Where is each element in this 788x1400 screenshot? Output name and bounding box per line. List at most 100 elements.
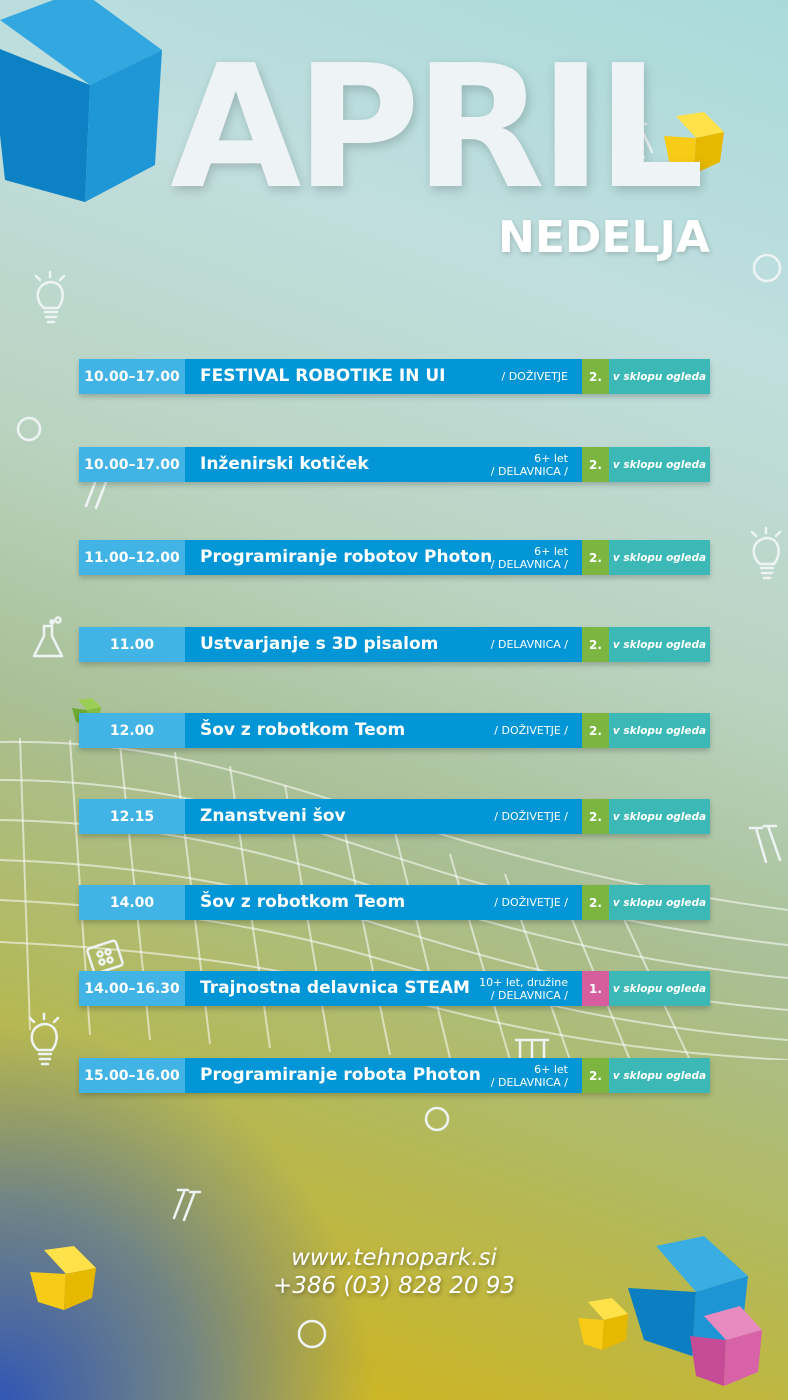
event-title: Trajnostna delavnica STEAM <box>200 978 470 998</box>
event-meta: / DOŽIVETJE / <box>494 885 568 920</box>
floor-badge: 2. <box>582 540 609 575</box>
event-title-cell: Šov z robotkom Teom / DOŽIVETJE / <box>185 885 582 920</box>
floor-badge: 2. <box>582 713 609 748</box>
event-meta: 6+ let / DELAVNICA / <box>491 1058 568 1093</box>
cube-icon <box>664 112 724 174</box>
event-title-cell: Inženirski kotiček 6+ let / DELAVNICA / <box>185 447 582 482</box>
event-note: v sklopu ogleda <box>609 540 710 575</box>
month-title: APRIL <box>170 29 705 227</box>
event-title-cell: Znanstveni šov / DOŽIVETJE / <box>185 799 582 834</box>
event-time: 12.00 <box>79 713 185 748</box>
floor-badge: 2. <box>582 1058 609 1093</box>
lightbulb-icon <box>28 1012 60 1066</box>
day-subtitle: NEDELJA <box>498 212 710 263</box>
event-time: 14.00 <box>79 885 185 920</box>
event-note: v sklopu ogleda <box>609 627 710 662</box>
test-tubes-icon <box>748 824 782 864</box>
event-category: / DOŽIVETJE / <box>494 724 568 737</box>
event-title: Inženirski kotiček <box>200 454 369 474</box>
floor-badge: 2. <box>582 799 609 834</box>
event-note: v sklopu ogleda <box>609 971 710 1006</box>
test-tubes-icon <box>84 476 114 510</box>
test-tubes-icon <box>514 1038 550 1060</box>
schedule-row: 12.00 Šov z robotkom Teom / DOŽIVETJE / 2. v… <box>79 713 710 748</box>
test-tubes-icon <box>626 122 654 160</box>
event-title-cell: Šov z robotkom Teom / DOŽIVETJE / <box>185 713 582 748</box>
flask-icon <box>32 616 64 658</box>
schedule-row: 14.00–16.30 Trajnostna delavnica STEAM 10+… <box>79 971 710 1006</box>
event-note: v sklopu ogleda <box>609 885 710 920</box>
event-category: / DOŽIVETJE / <box>494 896 568 909</box>
test-tubes-icon <box>172 1188 202 1222</box>
event-meta: 10+ let, družine / DELAVNICA / <box>479 971 568 1006</box>
schedule-row: 10.00–17.00 Inženirski kotiček 6+ let / DEL… <box>79 447 710 482</box>
flask-icon <box>86 939 124 975</box>
event-category: / DOŽIVETJE <box>501 370 569 383</box>
event-time: 11.00 <box>79 627 185 662</box>
event-note: v sklopu ogleda <box>609 1058 710 1093</box>
phone-number[interactable]: +386 (03) 828 20 93 <box>272 1273 516 1299</box>
floor-badge: 2. <box>582 447 609 482</box>
schedule-row: 11.00 Ustvarjanje s 3D pisalom / DELAVNICA… <box>79 627 710 662</box>
event-title-cell: Ustvarjanje s 3D pisalom / DELAVNICA / <box>185 627 582 662</box>
event-meta: / DELAVNICA / <box>491 627 568 662</box>
schedule-row: 15.00–16.00 Programiranje robota Photon 6+… <box>79 1058 710 1093</box>
event-category: / DELAVNICA / <box>490 1075 568 1089</box>
event-age: 6+ let <box>534 1062 568 1076</box>
cube-icon <box>690 1306 762 1386</box>
event-note: v sklopu ogleda <box>609 713 710 748</box>
event-note: v sklopu ogleda <box>609 799 710 834</box>
floor-badge: 2. <box>582 627 609 662</box>
cube-icon <box>578 1298 628 1350</box>
event-title: Šov z robotkom Teom <box>200 720 406 740</box>
event-category: / DOŽIVETJE / <box>494 810 568 823</box>
event-age: 6+ let <box>534 451 568 465</box>
lightbulb-icon <box>750 526 782 580</box>
event-note: v sklopu ogleda <box>609 447 710 482</box>
event-title-cell: Programiranje robotov Photon 6+ let / DELA… <box>185 540 582 575</box>
event-time: 12.15 <box>79 799 185 834</box>
event-meta: 6+ let / DELAVNICA / <box>491 447 568 482</box>
circle-icon <box>424 1106 450 1132</box>
circle-icon <box>16 416 42 442</box>
event-age: 10+ let, družine <box>479 975 568 989</box>
event-time: 15.00–16.00 <box>79 1058 185 1093</box>
floor-badge: 2. <box>582 885 609 920</box>
event-title-cell: Trajnostna delavnica STEAM 10+ let, druži… <box>185 971 582 1006</box>
event-title: Programiranje robota Photon <box>200 1065 481 1085</box>
circle-icon <box>297 1319 327 1349</box>
event-time: 10.00–17.00 <box>79 359 185 394</box>
event-title-cell: FESTIVAL ROBOTIKE IN UI / DOŽIVETJE <box>185 359 582 394</box>
event-meta: / DOŽIVETJE / <box>494 713 568 748</box>
event-category: / DELAVNICA / <box>490 638 568 651</box>
event-title: FESTIVAL ROBOTIKE IN UI <box>200 366 446 386</box>
cube-icon <box>0 0 162 202</box>
event-category: / DELAVNICA / <box>490 464 568 478</box>
event-category: / DELAVNICA / <box>490 988 568 1002</box>
schedule-row: 11.00–12.00 Programiranje robotov Photon 6… <box>79 540 710 575</box>
event-meta: 6+ let / DELAVNICA / <box>491 540 568 575</box>
schedule-row: 14.00 Šov z robotkom Teom / DOŽIVETJE / 2. v… <box>79 885 710 920</box>
event-meta: / DOŽIVETJE / <box>494 799 568 834</box>
event-title: Šov z robotkom Teom <box>200 892 406 912</box>
event-meta: / DOŽIVETJE <box>502 359 569 394</box>
floor-badge: 2. <box>582 359 609 394</box>
floor-badge: 1. <box>582 971 609 1006</box>
event-time: 10.00–17.00 <box>79 447 185 482</box>
event-category: / DELAVNICA / <box>490 557 568 571</box>
event-title-cell: Programiranje robota Photon 6+ let / DELAV… <box>185 1058 582 1093</box>
website-link[interactable]: www.tehnopark.si <box>291 1245 497 1271</box>
event-time: 14.00–16.30 <box>79 971 185 1006</box>
event-note: v sklopu ogleda <box>609 359 710 394</box>
event-title: Znanstveni šov <box>200 806 346 826</box>
schedule-row: 10.00–17.00 FESTIVAL ROBOTIKE IN UI / DOŽI… <box>79 359 710 394</box>
event-age: 6+ let <box>534 544 568 558</box>
lightbulb-icon <box>34 270 66 324</box>
circle-icon <box>752 253 782 283</box>
cube-icon <box>30 1246 96 1310</box>
event-title: Programiranje robotov Photon <box>200 547 493 567</box>
event-time: 11.00–12.00 <box>79 540 185 575</box>
event-title: Ustvarjanje s 3D pisalom <box>200 634 439 654</box>
schedule-row: 12.15 Znanstveni šov / DOŽIVETJE / 2. v sklo… <box>79 799 710 834</box>
